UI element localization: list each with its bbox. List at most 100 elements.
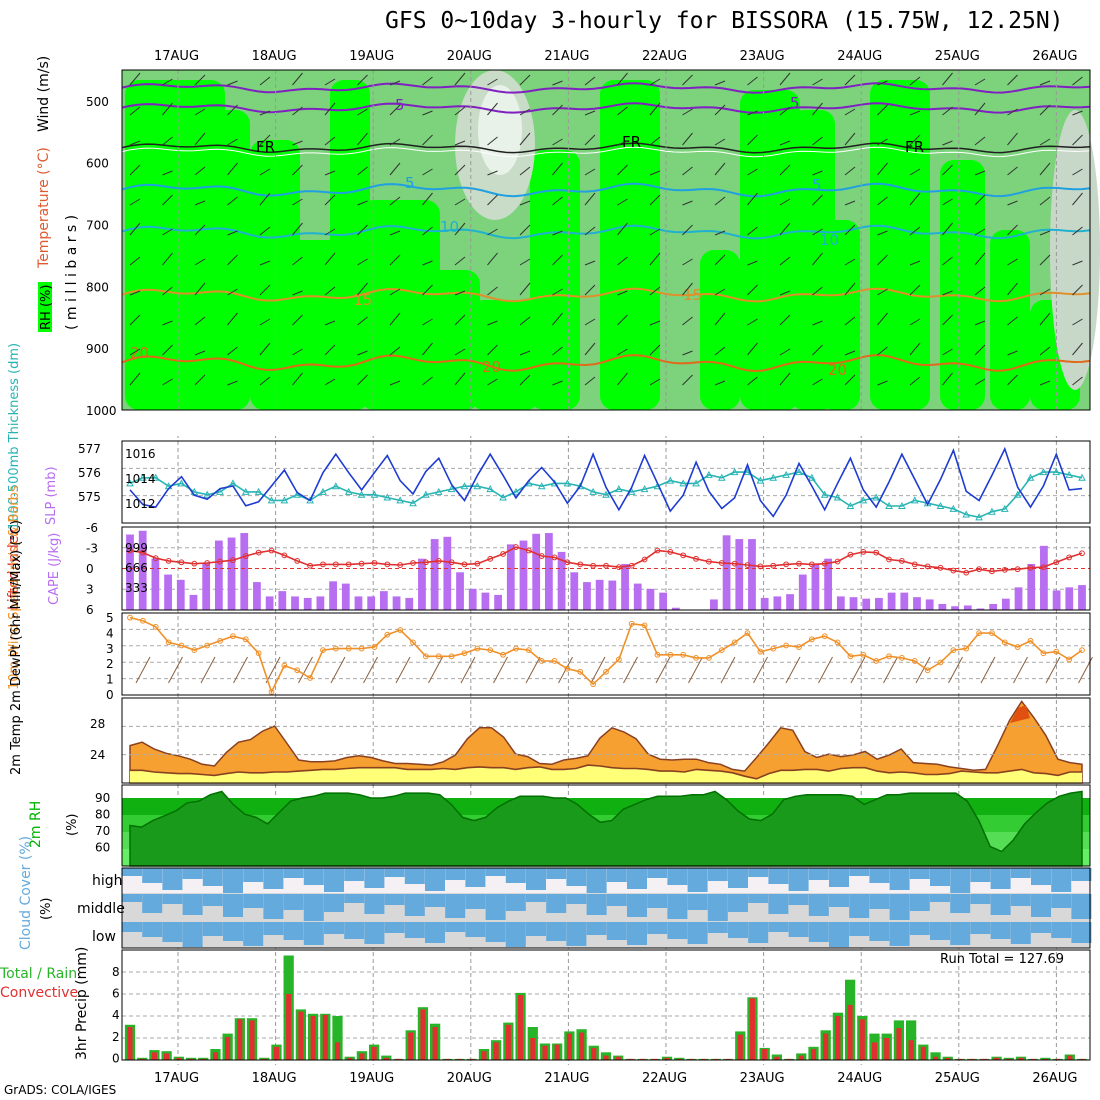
thickness-line-point (139, 473, 147, 481)
wind-barb (909, 226, 921, 236)
wind-barb (357, 132, 368, 146)
thickness-line-point (1065, 470, 1073, 478)
cloud-high-bar (970, 868, 991, 882)
wind-barb (1072, 110, 1083, 116)
wind-barb (422, 168, 433, 176)
wind-barb (779, 372, 791, 386)
wind-barb (877, 380, 888, 386)
wind-barb (714, 230, 726, 236)
wind-barb (454, 348, 466, 356)
precip-convective-bar (481, 1051, 487, 1060)
cape-bar (710, 599, 718, 610)
cape-bar (849, 597, 858, 610)
day-label-top: 22AUG (642, 49, 687, 64)
wind-barb (617, 198, 628, 206)
wind-barb (162, 286, 173, 296)
wind-barb (454, 256, 466, 266)
precip-convective-bar (249, 1020, 255, 1060)
wind-barb (487, 194, 498, 206)
wind-barb (129, 222, 141, 236)
precip-total-bar (930, 1052, 941, 1060)
cape-bar (379, 591, 388, 610)
rh-axis-title: RH (%) (39, 285, 54, 330)
thickness-line-point (807, 473, 816, 481)
lifted-index-line-point (950, 567, 957, 574)
wind-barb (942, 348, 953, 356)
wind-barb (292, 314, 303, 326)
lifted-index-line-point (474, 560, 481, 567)
temperature-area (129, 700, 1083, 784)
thickness-line-point (126, 479, 134, 487)
wind-barb (779, 222, 791, 236)
cloud-low-bar (889, 922, 910, 946)
precip-convective-bar (774, 1056, 780, 1060)
wind-barb (747, 110, 758, 116)
temp-contour-20c (121, 354, 1091, 373)
panel-frame (121, 784, 1091, 867)
wind-barb (617, 256, 628, 266)
wind-speed-line-point (641, 622, 648, 629)
panel-frame (121, 69, 1091, 411)
wind-barb (324, 228, 336, 236)
slp-axis-title: SLP (mb) (44, 466, 59, 525)
cape-bar (1027, 563, 1036, 610)
precip-convective-bar (469, 1058, 475, 1060)
lifted-index-line-point (731, 560, 738, 567)
temperature-axis-title: Temperature (°C) (36, 147, 52, 269)
day-label-top: 25AUG (935, 49, 980, 64)
wind-barb (714, 346, 726, 356)
precip-convective-bar (835, 1016, 841, 1060)
precip-tick-label: 6 (112, 987, 120, 1001)
wind-barb (519, 258, 531, 266)
wind-barb (942, 106, 953, 116)
cloud-high-bar (505, 868, 526, 883)
thickness-line-point (833, 493, 842, 501)
cloud-high-bar (788, 868, 809, 891)
lifted-index-line-point (332, 561, 339, 568)
wind-barb (714, 380, 726, 386)
wind-speed-line-point (1066, 656, 1073, 663)
panel-frame (121, 526, 1091, 611)
wind-barb (844, 166, 856, 176)
day-label-top: 24AUG (837, 49, 882, 64)
wind-barb (909, 318, 921, 326)
wind-barb (357, 258, 368, 266)
lifted-index-line-point (976, 566, 982, 573)
wind-speed-line-point (1001, 639, 1008, 646)
wind-barb (454, 164, 466, 176)
wind-barb (779, 256, 791, 266)
wind-speed-line-point (332, 645, 339, 652)
precip-convective-bar (688, 1058, 694, 1060)
cloud-high-bar (606, 868, 627, 882)
wind-barb (714, 312, 726, 326)
wind-barb (942, 256, 953, 266)
lifted-index-line-point (796, 560, 802, 567)
wind-barb (779, 348, 791, 356)
surface-wind-barb (233, 656, 248, 684)
pressure-tick-label: 1000 (86, 404, 117, 418)
precip-total-bar (332, 1016, 343, 1060)
wind-barb (714, 196, 726, 206)
cloud-high-bar (647, 868, 668, 878)
wind-barb (227, 230, 238, 236)
cloud-high-bar (526, 868, 546, 890)
cloud-high-bar (930, 868, 950, 886)
cloud-mid-bar (324, 894, 344, 912)
cloud-high-bar (1051, 868, 1072, 892)
precip-axis-title: 3hr Precip (mm) (74, 947, 90, 1060)
cloud-low-bar (970, 922, 991, 934)
wind-barb (162, 344, 173, 356)
cloud-high-bar (364, 868, 385, 888)
wind-barb (649, 170, 661, 176)
wind-barb (162, 78, 173, 86)
wind-barb (584, 226, 596, 236)
thickness-line-point (216, 487, 224, 495)
wind-barb (844, 258, 856, 266)
wind-barb (877, 138, 888, 146)
thickness-tick-label: 577 (78, 442, 101, 456)
wind-speed-line-point (178, 642, 185, 649)
wind-barb (1007, 316, 1018, 326)
wind-barb (682, 74, 693, 86)
wind-barb (779, 164, 791, 176)
wind-barb (779, 72, 791, 86)
